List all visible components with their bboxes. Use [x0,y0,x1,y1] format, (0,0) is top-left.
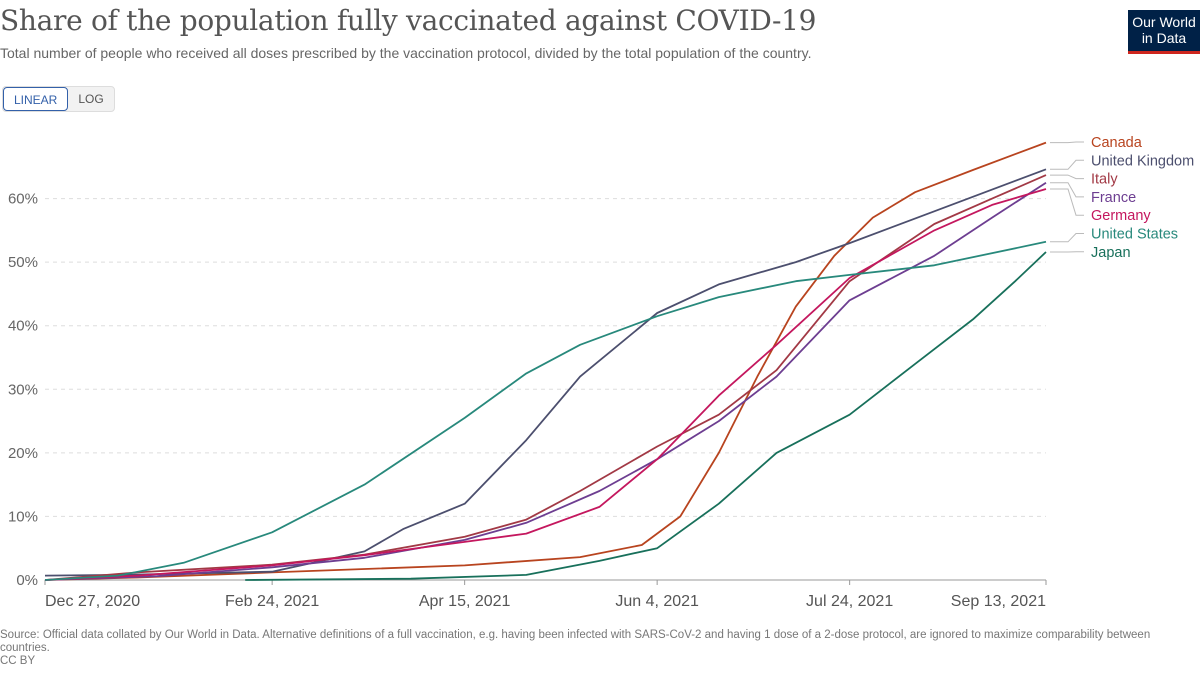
log-scale-button[interactable]: LOG [78,92,104,106]
label-connector-canada [1050,141,1084,144]
y-tick-label: 50% [8,254,38,271]
y-tick-label: 30% [8,381,38,398]
label-connector-italy [1050,174,1084,180]
series-line-canada [44,141,1047,581]
y-tick-label: 10% [8,508,38,525]
chart-subtitle: Total number of people who received all … [0,45,812,61]
series-label-united-kingdom: United Kingdom [1091,153,1194,169]
owid-logo[interactable]: Our World in Data [1128,10,1200,54]
chart-footer: Source: Official data collated by Our Wo… [0,629,1190,668]
series-line-united-states [44,240,1047,581]
series-label-united-states: United States [1091,227,1178,243]
linear-scale-button[interactable]: LINEAR [3,87,69,111]
x-tick-label: Jun 4, 2021 [615,593,699,610]
line-chart: 0% 10% 20% 30% 40% 50% 60% Dec 27, 2020 Feb 24, … [8,135,1194,610]
y-tick-label: 60% [8,191,38,208]
label-connector-united-states [1050,233,1084,243]
series-label-canada: Canada [1091,135,1143,151]
y-tick-label: 40% [8,318,38,335]
y-tick-label: 0% [16,572,38,589]
series-line-france [44,181,1047,581]
series-line-germany [44,188,1047,581]
series-line-italy [44,174,1047,581]
label-connector-france [1050,182,1084,198]
series-label-japan: Japan [1091,245,1131,261]
chart-title: Share of the population fully vaccinated… [0,4,817,37]
label-connector-united-kingdom [1050,159,1084,170]
y-tick-label: 20% [8,445,38,462]
x-tick-label: Dec 27, 2020 [45,593,140,610]
scale-toggle: LINEAR LOG [2,86,115,112]
series-label-france: France [1091,190,1136,206]
label-connector-germany [1050,188,1084,216]
x-tick-label: Apr 15, 2021 [419,593,511,610]
x-tick-label: Jul 24, 2021 [806,593,893,610]
series-label-germany: Germany [1091,208,1151,224]
license-note: CC BY [0,655,36,667]
series-label-italy: Italy [1091,172,1118,188]
series-line-united-kingdom [44,168,1047,577]
x-tick-label: Feb 24, 2021 [225,593,319,610]
series-line-japan [245,251,1047,581]
x-tick-label: Sep 13, 2021 [951,593,1046,610]
source-note: Source: Official data collated by Our Wo… [0,629,1151,654]
